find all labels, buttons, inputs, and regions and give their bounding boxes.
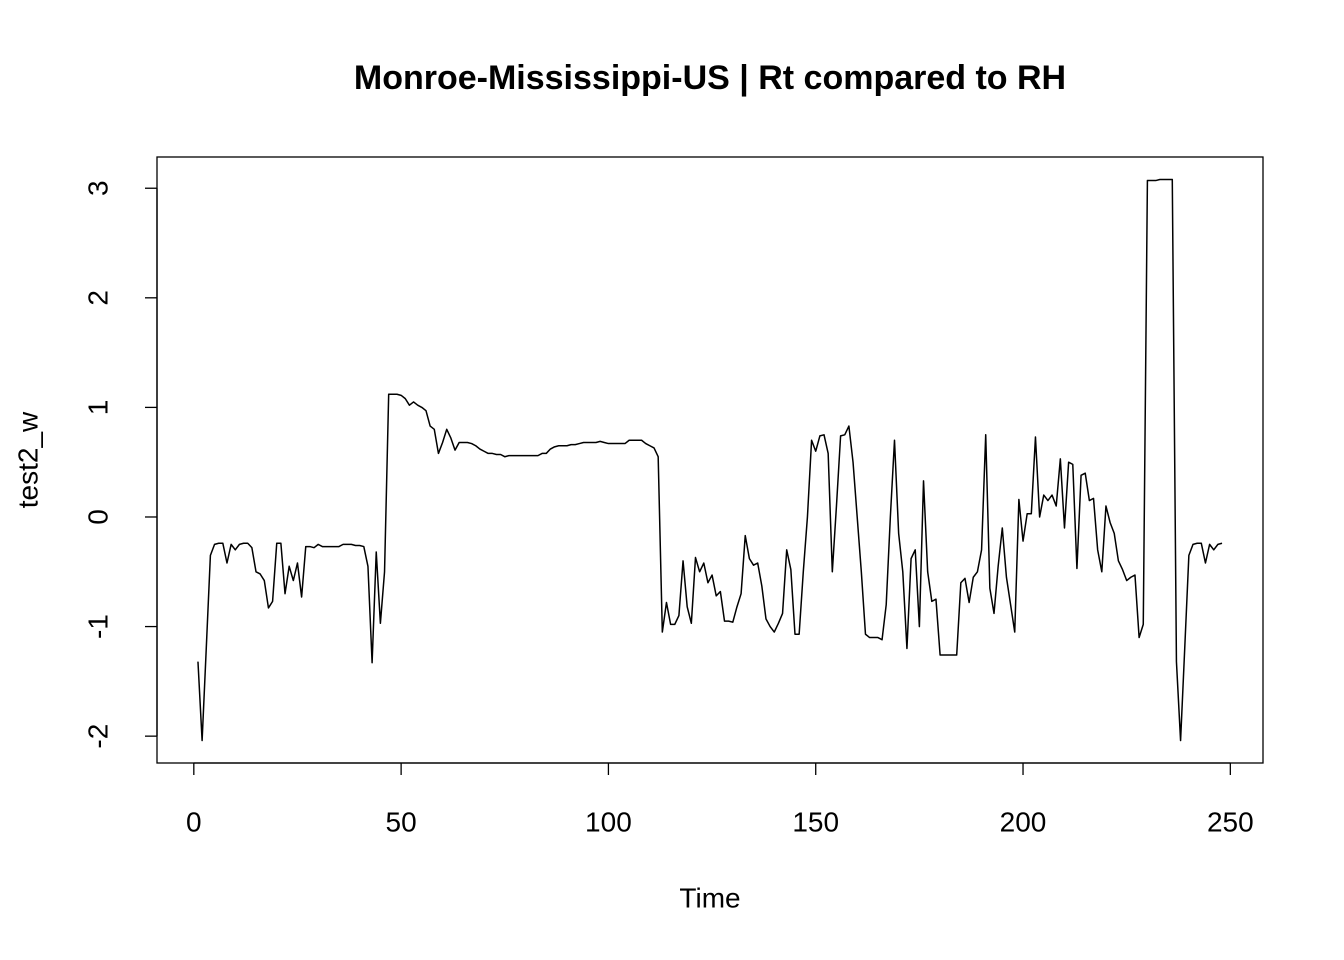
y-tick-label: 3 (82, 180, 113, 196)
y-tick-label: 1 (82, 400, 113, 416)
x-tick-label: 0 (186, 806, 202, 837)
x-tick-label: 150 (792, 806, 839, 837)
x-tick-label: 100 (585, 806, 632, 837)
y-axis-label: test2_w (12, 411, 43, 508)
x-tick-label: 200 (1000, 806, 1047, 837)
plot-frame (156, 156, 1264, 764)
y-tick-label: -2 (82, 724, 113, 749)
x-tick-label: 50 (386, 806, 417, 837)
chart-title: Monroe-Mississippi-US | Rt compared to R… (354, 59, 1066, 97)
y-tick-label: -1 (82, 614, 113, 639)
x-axis-label: Time (679, 882, 740, 913)
series-line (197, 178, 1223, 742)
y-tick-label: 0 (82, 509, 113, 525)
x-tick-label: 250 (1207, 806, 1254, 837)
y-tick-label: 2 (82, 290, 113, 306)
